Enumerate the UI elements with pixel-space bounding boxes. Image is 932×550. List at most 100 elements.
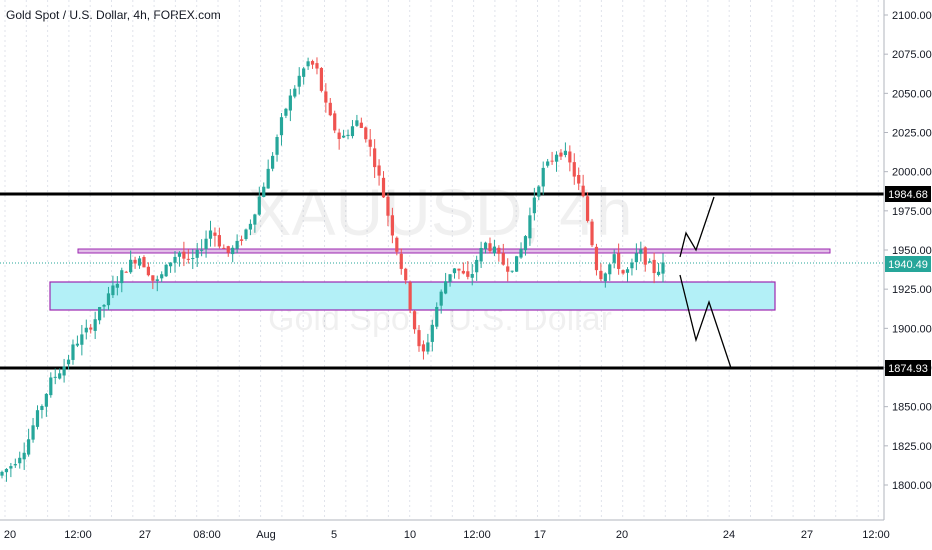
candle-body: [231, 247, 235, 255]
price-axis: 2100.00 2075.00 2050.00 2025.00 2000.00 1975.…: [883, 0, 932, 520]
candle-body: [293, 88, 297, 97]
candle-body: [133, 259, 137, 264]
candle-body: [160, 274, 164, 279]
bearish-projection-path[interactable]: [679, 274, 732, 369]
candle-body: [528, 215, 532, 239]
candle-body: [124, 271, 128, 273]
candle-body: [390, 215, 394, 236]
candle-body: [266, 168, 270, 189]
candle-body: [279, 117, 284, 136]
candle-body: [297, 75, 301, 87]
candle-body: [129, 259, 133, 273]
candle-body: [200, 249, 204, 251]
candle-body: [510, 270, 514, 272]
candle-body: [173, 256, 177, 263]
time-tick-label: 10: [404, 529, 416, 541]
candle-body: [417, 330, 421, 347]
candle-body: [404, 268, 408, 281]
candle-body: [102, 304, 106, 307]
candle-body: [53, 376, 57, 378]
candle-body: [9, 466, 13, 469]
candle-body: [426, 342, 430, 352]
candle-body: [452, 268, 457, 274]
candle-body: [546, 161, 550, 166]
candle-body: [177, 252, 182, 257]
support-zone[interactable]: [49, 281, 776, 311]
candle-body: [22, 452, 26, 460]
candle-body: [164, 264, 168, 277]
chart-grid: [4, 0, 879, 520]
lower-level-value: 1874.93: [888, 363, 928, 375]
candle-body: [625, 269, 630, 273]
candle-body: [408, 282, 412, 310]
candle-body: [572, 162, 576, 177]
candle-body: [599, 270, 603, 280]
candle-body: [0, 471, 4, 476]
candles: [0, 57, 665, 482]
candle-body: [226, 246, 230, 253]
candle-body: [559, 152, 563, 157]
current-price-label: 1940.49: [885, 256, 931, 272]
watermark-symbol: XAUUSD, 4h: [247, 175, 632, 249]
candle-body: [621, 270, 625, 274]
price-tick-label: 1900.00: [892, 323, 932, 335]
candle-body: [466, 271, 470, 277]
resistance-band[interactable]: [77, 248, 831, 254]
candle-body: [568, 151, 572, 163]
candle-body: [71, 344, 75, 360]
price-tick-label: 2000.00: [892, 167, 932, 179]
candle-body: [532, 197, 536, 214]
time-axis: 20 12:00 27 08:00 Aug 5 10 12:00 17 20 24 27 12:00: [0, 519, 890, 541]
time-tick-label: 12:00: [463, 529, 491, 541]
price-tick-label: 2100.00: [892, 10, 932, 22]
candle-body: [217, 235, 221, 247]
candle-body: [639, 249, 643, 254]
candle-body: [93, 319, 97, 331]
candle-body: [244, 229, 248, 240]
candle-body: [191, 258, 195, 260]
candle-body: [444, 281, 448, 294]
candle-body: [399, 253, 403, 269]
candle-body: [288, 95, 292, 111]
bullish-projection-path[interactable]: [679, 196, 715, 258]
candle-body: [137, 258, 142, 266]
candle-body: [577, 175, 581, 184]
time-tick-label: 24: [723, 529, 735, 541]
candle-body: [594, 246, 599, 271]
price-tick-label: 1950.00: [892, 245, 932, 257]
drawings: [0, 192, 884, 370]
candle-body: [585, 196, 590, 221]
candle-body: [80, 334, 84, 345]
candle-body: [27, 439, 31, 455]
candle-body: [368, 139, 372, 147]
time-tick-label: 17: [534, 529, 546, 541]
candle-body: [333, 113, 337, 131]
candle-body: [497, 247, 501, 254]
candle-body: [89, 327, 93, 330]
candle-body: [49, 377, 53, 396]
candle-body: [235, 240, 239, 249]
candle-body: [58, 373, 62, 379]
candle-body: [310, 61, 315, 65]
candle-body: [652, 259, 656, 274]
candle-body: [204, 238, 208, 250]
time-tick-label: 27: [801, 529, 813, 541]
candle-body: [461, 270, 465, 274]
candle-body: [106, 293, 111, 306]
candle-body: [115, 283, 119, 288]
candle-body: [488, 243, 492, 251]
candle-body: [554, 154, 559, 162]
price-tick-label: 1850.00: [892, 402, 932, 414]
time-tick-label: 20: [616, 529, 628, 541]
candle-body: [515, 256, 519, 272]
chart-title: Gold Spot / U.S. Dollar, 4h, FOREX.com: [6, 8, 221, 22]
candle-body: [430, 324, 434, 342]
candle-body: [222, 247, 226, 249]
candle-body: [395, 237, 399, 252]
candle-body: [457, 268, 461, 271]
candle-body: [590, 221, 594, 246]
candle-body: [341, 135, 346, 138]
candle-body: [248, 223, 253, 230]
price-tick-label: 1925.00: [892, 284, 932, 296]
